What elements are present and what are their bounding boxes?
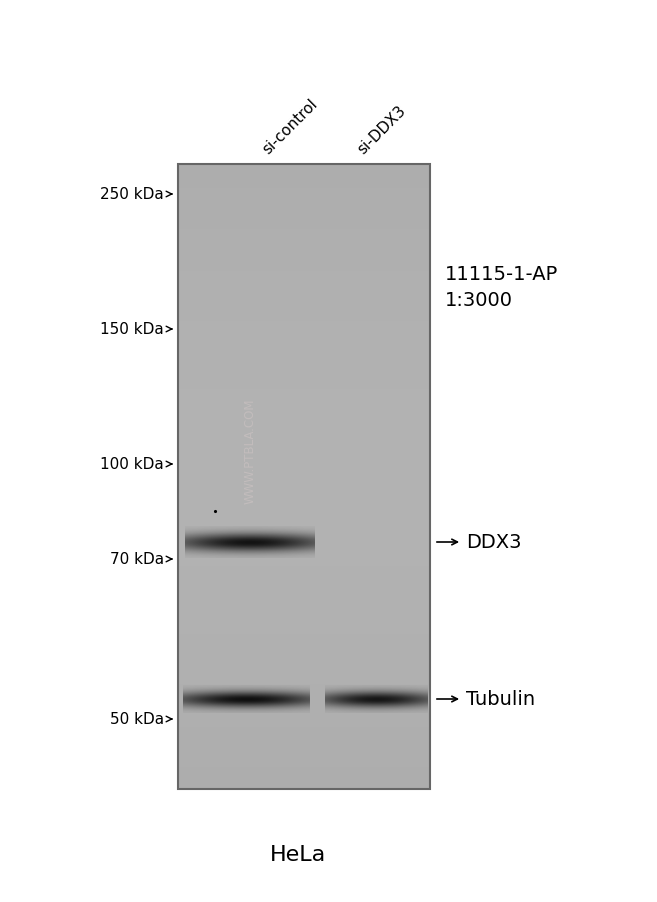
Text: 70 kDa: 70 kDa	[110, 552, 164, 566]
Text: si-DDX3: si-DDX3	[355, 103, 409, 157]
Text: 11115-1-AP
1:3000: 11115-1-AP 1:3000	[445, 264, 558, 310]
Text: 150 kDa: 150 kDa	[101, 322, 164, 337]
Text: DDX3: DDX3	[466, 533, 522, 552]
Bar	[178, 165, 430, 789]
Text: 50 kDa: 50 kDa	[110, 712, 164, 727]
Text: Tubulin: Tubulin	[466, 690, 535, 709]
Text: 100 kDa: 100 kDa	[101, 457, 164, 472]
Text: HeLa: HeLa	[270, 844, 326, 864]
Text: 250 kDa: 250 kDa	[101, 188, 164, 202]
Text: si-control: si-control	[260, 97, 321, 157]
Text: WWW.PTBLA.COM: WWW.PTBLA.COM	[243, 399, 256, 503]
